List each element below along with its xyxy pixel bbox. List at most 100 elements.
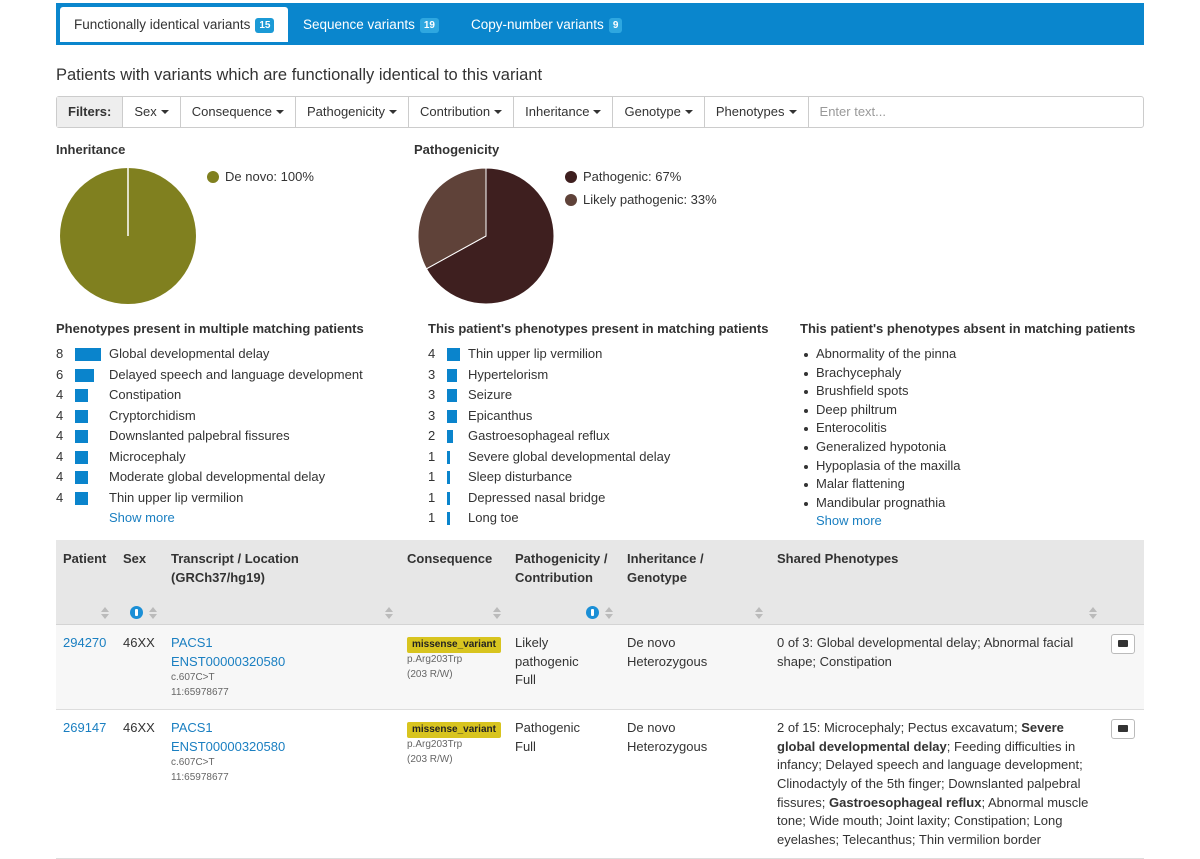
- phenotype-name: Constipation: [109, 387, 182, 402]
- filter-dropdown[interactable]: Phenotypes: [705, 97, 809, 127]
- email-button[interactable]: [1111, 634, 1135, 654]
- shared-phenotypes-text: Severe global developmental delay: [777, 720, 1064, 754]
- phenotype-count: 4: [56, 469, 64, 484]
- phenotype-name: Microcephaly: [109, 448, 186, 464]
- show-more-link[interactable]: Show more: [109, 510, 175, 525]
- phenotype-count: 4: [56, 407, 64, 423]
- count-bar: [75, 389, 88, 402]
- phenotype-name: Severe global developmental delay: [468, 448, 671, 464]
- phenotype-name: Sleep disturbance: [468, 469, 573, 484]
- phenotype-name: Epicanthus: [468, 407, 533, 423]
- sort-arrows[interactable]: [385, 607, 393, 619]
- count-bar: [447, 430, 454, 443]
- caret-icon: [275, 110, 284, 114]
- tab[interactable]: Functionally identical variants 15: [60, 7, 289, 42]
- tab[interactable]: Copy-number variants 9: [457, 7, 636, 42]
- phenotype-name: Moderate global developmental delay: [109, 469, 326, 484]
- contribution: Full: [515, 672, 536, 688]
- filter-dropdown[interactable]: Genotype: [613, 97, 705, 127]
- inheritance: De novo: [627, 635, 676, 650]
- cell: De novo Heterozygous: [620, 709, 770, 859]
- cell: Pathogenic Full: [508, 709, 620, 859]
- pie-chart: [417, 167, 555, 305]
- phenotype-name: Mandibular prognathia: [816, 494, 946, 510]
- bullet: [804, 501, 808, 506]
- phenotype-name: Thin upper lip vermilion: [109, 489, 244, 505]
- sort-arrows[interactable]: [755, 607, 763, 619]
- phenotype-name: Thin upper lip vermilion: [468, 346, 603, 361]
- shared-phenotypes-text: ; Feeding difficulties in infancy; Delay…: [777, 738, 1083, 810]
- transcript-link[interactable]: ENST00000320580: [171, 738, 286, 754]
- column-header: Patient: [56, 540, 116, 591]
- caret-icon: [160, 110, 169, 114]
- caret-icon: [788, 110, 797, 114]
- count-bar: [447, 512, 451, 525]
- genotype: Heterozygous: [627, 653, 708, 669]
- patient-link[interactable]: 294270: [63, 635, 107, 650]
- cell: [1104, 624, 1144, 711]
- caret-icon: [494, 110, 503, 114]
- sort-arrows[interactable]: [101, 607, 109, 619]
- sort-arrows[interactable]: [149, 607, 157, 619]
- phenotype-count: 4: [56, 448, 64, 464]
- filter-dropdown[interactable]: Inheritance: [514, 97, 614, 127]
- protein-change: p.Arg203Trp: [407, 739, 463, 751]
- transcript-link[interactable]: ENST00000320580: [171, 653, 286, 669]
- filter-name: Consequence: [191, 104, 272, 119]
- cell: PACS1 ENST00000320580 c.607C>T 11:65978677: [164, 624, 400, 711]
- cdna-change: c.607C>T: [171, 757, 215, 769]
- phenotype-name: Brachycephaly: [816, 364, 902, 380]
- phenotype-name: Generalized hypotonia: [816, 439, 947, 454]
- cell: 46XX: [116, 709, 164, 859]
- phenotype-name: Long toe: [468, 510, 519, 525]
- gene-link[interactable]: PACS1: [171, 635, 213, 650]
- phenotype-count: 3: [428, 407, 436, 423]
- tab-label: Functionally identical variants: [74, 17, 251, 32]
- filter-name: Pathogenicity: [306, 104, 386, 119]
- filter-dropdown[interactable]: Sex: [123, 97, 181, 127]
- filter-text-input[interactable]: Enter text...: [819, 104, 887, 119]
- bullet: [804, 427, 808, 432]
- filter-label: Filters:: [57, 97, 124, 127]
- cell: 2 of 15: Microcephaly; Pectus excavatum;…: [770, 709, 1104, 859]
- genomic-location: 11:65978677: [171, 686, 229, 698]
- column-header: Sex: [116, 540, 164, 591]
- count-bar: [75, 430, 88, 443]
- table-row: 269147 46XX PACS1 ENST00000320580 c.607C>T 11…: [56, 709, 1144, 859]
- phenotype-name: Hypoplasia of the maxilla: [816, 457, 961, 473]
- filter-dropdown[interactable]: Consequence: [181, 97, 296, 127]
- count-bar: [447, 368, 457, 382]
- tab-label: Sequence variants: [303, 17, 415, 32]
- phenotype-count: 4: [56, 428, 64, 443]
- caret-icon: [684, 110, 693, 114]
- column-header: Shared Phenotypes: [770, 540, 1104, 591]
- phenotype-name: Malar flattening: [816, 476, 905, 492]
- sort-arrows[interactable]: [605, 607, 613, 619]
- phenotype-count: 6: [56, 366, 64, 382]
- patient-link[interactable]: 269147: [63, 720, 107, 736]
- help-icon[interactable]: [586, 606, 599, 619]
- shared-phenotypes-text: 0 of 3: Global developmental delay; Abno…: [777, 635, 1074, 669]
- sort-arrows[interactable]: [493, 607, 501, 619]
- show-more-link[interactable]: Show more: [816, 513, 882, 529]
- filter-dropdown[interactable]: Contribution: [409, 97, 515, 127]
- count-bar: [75, 368, 95, 382]
- tab[interactable]: Sequence variants 19: [289, 7, 453, 42]
- bullet: [804, 408, 808, 413]
- bullet: [804, 464, 808, 469]
- help-icon[interactable]: [130, 606, 143, 619]
- email-button[interactable]: [1111, 719, 1135, 740]
- legend-item: Pathogenic: 67%: [565, 169, 681, 184]
- phenotype-name: Delayed speech and language development: [109, 366, 363, 382]
- filter-dropdown[interactable]: Pathogenicity: [296, 97, 410, 127]
- gene-link[interactable]: PACS1: [171, 720, 213, 736]
- count-bar: [75, 471, 88, 484]
- sort-arrows[interactable]: [1089, 607, 1097, 619]
- table-row: 294270 46XX PACS1 ENST00000320580 c.607C>T 11…: [56, 624, 1144, 711]
- count-bar: [75, 491, 88, 505]
- cell: 294270: [56, 624, 116, 711]
- bullet: [804, 483, 808, 488]
- cdna-change: c.607C>T: [171, 672, 215, 684]
- phenotype-count: 2: [428, 428, 436, 443]
- sex: 46XX: [123, 635, 155, 650]
